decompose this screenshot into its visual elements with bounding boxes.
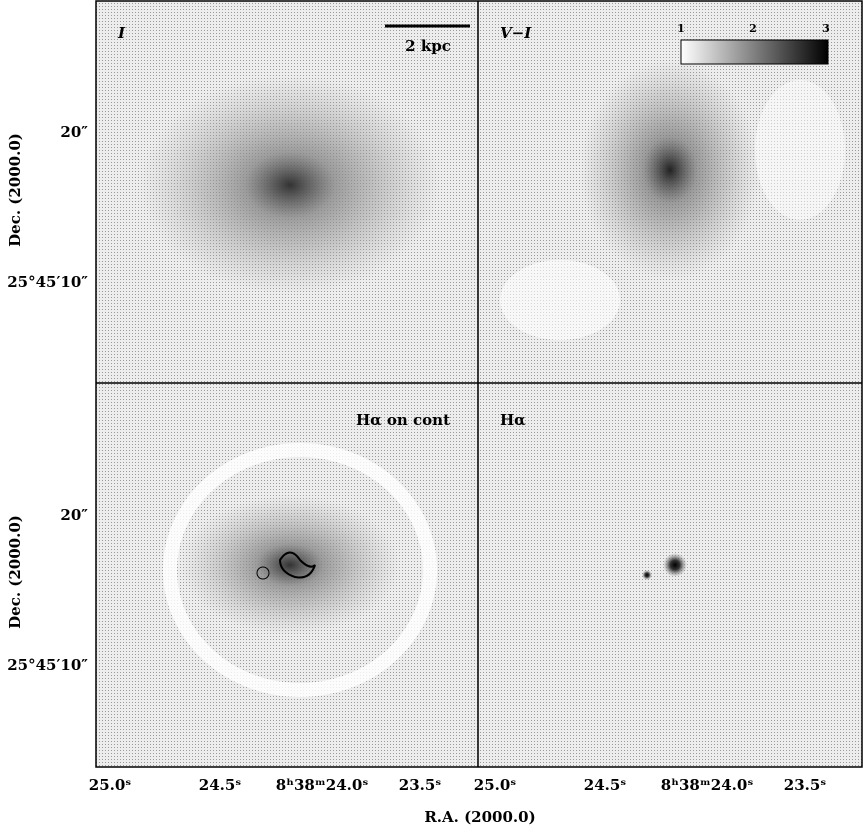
colorbar-tick: 2 xyxy=(749,22,757,35)
x-tick-label: 24.5ˢ xyxy=(199,776,242,794)
x-tick-label: 24.5ˢ xyxy=(584,776,627,794)
y-tick-label: 25°45′10″ xyxy=(7,273,88,291)
x-tick-label: 25.0ˢ xyxy=(474,776,517,794)
panel-label: V−I xyxy=(500,24,532,42)
colorbar xyxy=(680,39,829,65)
y-axis-title: Dec. (2000.0) xyxy=(6,515,24,629)
galaxy xyxy=(140,75,440,295)
y-axis-title: Dec. (2000.0) xyxy=(6,133,24,247)
ring xyxy=(163,443,437,697)
x-tick-label: 8ʰ38ᵐ24.0ˢ xyxy=(661,776,754,794)
panel-label: Hα on cont xyxy=(356,411,450,429)
contour xyxy=(256,566,270,580)
galaxy xyxy=(180,495,400,635)
ha-peak xyxy=(642,570,652,580)
colorbar-tick: 1 xyxy=(677,22,685,35)
y-tick-label: 20″ xyxy=(60,506,88,524)
panel-label: I xyxy=(117,24,126,42)
blank-region xyxy=(500,260,620,340)
ha-peak xyxy=(663,553,687,577)
x-ticks: 25.0ˢ 24.5ˢ 8ʰ38ᵐ24.0ˢ 23.5ˢ 25.0ˢ 24.5ˢ 8ʰ38ᵐ… xyxy=(89,776,827,794)
blank-region xyxy=(755,80,845,220)
frames xyxy=(95,0,863,768)
contour xyxy=(278,551,316,579)
colorbar-tick: 3 xyxy=(822,22,830,35)
panel-label: Hα xyxy=(500,411,526,429)
x-tick-label: 8ʰ38ᵐ24.0ˢ xyxy=(276,776,369,794)
y-tick-label: 25°45′10″ xyxy=(7,656,88,674)
y-tick-label: 20″ xyxy=(60,123,88,141)
x-tick-label: 23.5ˢ xyxy=(784,776,827,794)
x-tick-label: 25.0ˢ xyxy=(89,776,132,794)
x-tick-label: 23.5ˢ xyxy=(399,776,442,794)
scale-bar-label: 2 kpc xyxy=(405,37,451,55)
panels xyxy=(96,1,862,767)
galaxy xyxy=(580,60,760,280)
x-axis-title: R.A. (2000.0) xyxy=(424,808,535,826)
